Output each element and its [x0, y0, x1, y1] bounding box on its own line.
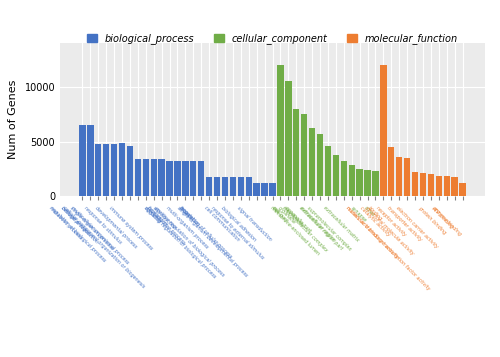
Bar [278, 65, 283, 196]
Bar [412, 172, 418, 196]
Bar [87, 125, 94, 196]
Bar [332, 155, 339, 196]
Bar [174, 161, 180, 196]
Bar [356, 169, 363, 196]
Bar [246, 177, 252, 196]
Bar [182, 161, 188, 196]
Bar [158, 159, 165, 196]
Bar [95, 144, 102, 196]
Bar [238, 177, 244, 196]
Bar [206, 177, 212, 196]
Bar [190, 161, 196, 196]
Bar [364, 170, 370, 196]
Bar [293, 109, 300, 196]
Bar [134, 159, 141, 196]
Bar [150, 159, 157, 196]
Bar [428, 174, 434, 196]
Bar [325, 146, 331, 196]
Bar [404, 158, 410, 196]
Bar [230, 177, 236, 196]
Bar [388, 147, 394, 196]
Bar [262, 183, 268, 196]
Bar [396, 157, 402, 196]
Bar [380, 65, 386, 196]
Bar [254, 183, 260, 196]
Bar [111, 144, 117, 196]
Bar [452, 177, 458, 196]
Bar [420, 173, 426, 196]
Bar [222, 177, 228, 196]
Bar [80, 125, 86, 196]
Bar [317, 134, 323, 196]
Bar [285, 81, 292, 196]
Bar [348, 165, 355, 196]
Bar [340, 161, 347, 196]
Bar [270, 183, 276, 196]
Legend: biological_process, cellular_component, molecular_function: biological_process, cellular_component, … [84, 29, 462, 48]
Bar [214, 177, 220, 196]
Bar [142, 159, 149, 196]
Y-axis label: Num of Genes: Num of Genes [8, 80, 18, 159]
Bar [436, 176, 442, 196]
Bar [127, 146, 133, 196]
Bar [119, 142, 125, 196]
Bar [309, 129, 316, 196]
Bar [444, 176, 450, 196]
Bar [372, 171, 378, 196]
Bar [460, 183, 466, 196]
Bar [103, 144, 110, 196]
Bar [166, 161, 172, 196]
Bar [301, 114, 308, 196]
Bar [198, 161, 204, 196]
